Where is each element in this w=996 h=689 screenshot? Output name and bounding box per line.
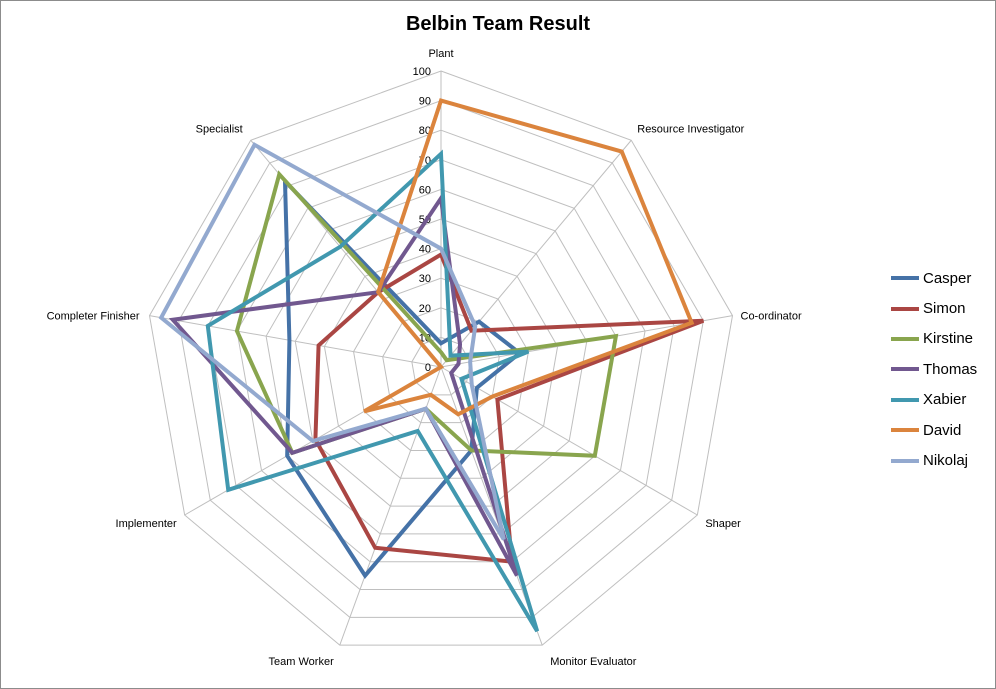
legend-label: Simon: [923, 300, 966, 318]
legend-label: David: [923, 421, 962, 439]
grid-ring-100: [148, 70, 734, 646]
spoke-1: [440, 139, 632, 368]
grid-ring-70: [236, 159, 646, 563]
grid-ring-80: [207, 129, 675, 591]
legend-item-xabier: Xabier: [891, 385, 991, 415]
tick-label-60: 60: [419, 184, 431, 196]
axis-label-completer-finisher: Completer Finisher: [47, 311, 140, 323]
axis-label-co-ordinator: Co-ordinator: [741, 311, 802, 323]
legend-swatch: [891, 397, 919, 402]
legend-swatch: [891, 336, 919, 341]
series-simon: [313, 251, 705, 564]
grid-ring-30: [353, 277, 529, 451]
legend-label: Thomas: [923, 360, 978, 378]
legend-label: Kirstine: [923, 330, 974, 348]
grid-ring-60: [265, 188, 617, 535]
spoke-7: [149, 315, 442, 368]
legend-item-simon: Simon: [891, 293, 991, 323]
spoke-3: [440, 366, 698, 516]
tick-label-30: 30: [419, 273, 431, 285]
grid-ring-50: [294, 218, 588, 507]
legend-swatch: [891, 428, 919, 433]
tick-label-40: 40: [419, 244, 431, 256]
series-kirstine: [234, 170, 619, 458]
chart-title: Belbin Team Result: [405, 13, 591, 35]
legend-label: Casper: [923, 269, 972, 287]
spoke-5: [339, 366, 442, 646]
axis-label-plant: Plant: [428, 48, 453, 60]
legend-item-kirstine: Kirstine: [891, 324, 991, 354]
legend-swatch: [891, 458, 919, 463]
series-casper: [282, 175, 523, 579]
grid-ring-40: [323, 248, 559, 479]
legend-swatch: [891, 367, 919, 372]
axis-label-monitor-evaluator: Monitor Evaluator: [550, 656, 637, 668]
axis-label-specialist: Specialist: [196, 123, 243, 135]
legend-swatch: [891, 306, 919, 311]
legend-item-thomas: Thomas: [891, 354, 991, 384]
series-david: [363, 98, 695, 417]
legend-label: Nikolaj: [923, 452, 969, 470]
series-nikolaj: [158, 142, 506, 541]
legend: Casper Simon Kirstine Thomas Xabier David Niko…: [891, 263, 991, 476]
axis-label-resource-investigator: Resource Investigator: [637, 123, 744, 135]
legend-item-casper: Casper: [891, 263, 991, 293]
legend-swatch: [891, 276, 919, 281]
legend-item-david: David: [891, 415, 991, 445]
tick-label-20: 20: [419, 303, 431, 315]
axis-label-shaper: Shaper: [705, 518, 741, 530]
axis-label-implementer: Implementer: [116, 518, 177, 530]
axis-label-team-worker: Team Worker: [269, 656, 335, 668]
tick-label-0: 0: [425, 362, 431, 374]
tick-label-90: 90: [419, 96, 431, 108]
series-xabier: [205, 149, 540, 633]
tick-label-100: 100: [413, 66, 431, 78]
legend-label: Xabier: [923, 391, 967, 409]
legend-item-nikolaj: Nikolaj: [891, 445, 991, 475]
